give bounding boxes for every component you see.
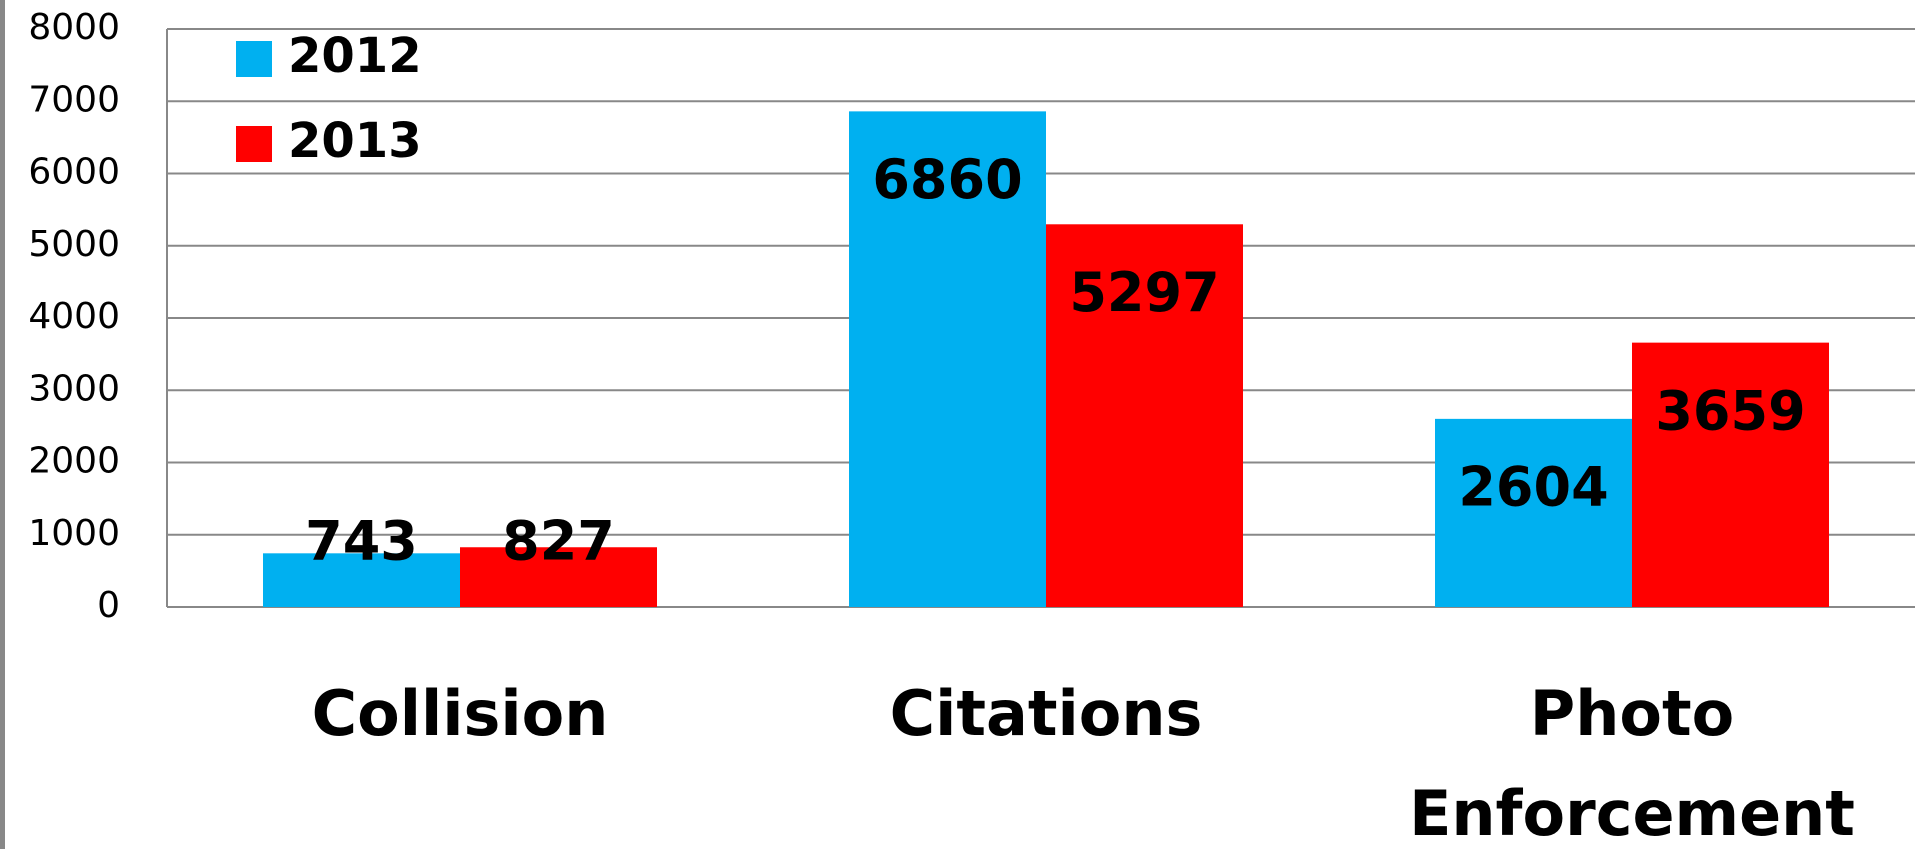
x-tick-label: Photo Enforcement [1409, 677, 1855, 849]
data-label: 5297 [1069, 261, 1219, 324]
legend-swatch [236, 126, 272, 162]
y-tick-label: 7000 [28, 79, 120, 120]
y-tick-label: 5000 [28, 224, 120, 265]
data-label: 827 [502, 510, 615, 573]
bar [263, 553, 460, 607]
left-border [0, 0, 5, 849]
bar [460, 547, 657, 607]
x-tick-label: Citations [890, 677, 1203, 750]
data-label: 6860 [872, 148, 1022, 211]
y-tick-label: 1000 [28, 513, 120, 554]
y-tick-label: 4000 [28, 296, 120, 337]
data-label: 3659 [1655, 379, 1805, 442]
data-label: 743 [305, 510, 418, 573]
legend-swatch [236, 41, 272, 77]
y-tick-label: 8000 [28, 7, 120, 48]
data-label: 2604 [1458, 456, 1608, 519]
y-tick-label: 6000 [28, 152, 120, 193]
bar [1046, 224, 1243, 607]
bar [1435, 418, 1632, 607]
y-tick-label: 2000 [28, 441, 120, 482]
legend-label: 2012 [288, 28, 422, 84]
bar [1632, 342, 1829, 607]
legend-label: 2013 [288, 113, 422, 169]
x-tick-label: Collision [312, 677, 609, 750]
y-tick-label: 3000 [28, 368, 120, 409]
y-tick-label: 0 [97, 585, 120, 626]
bar [849, 111, 1046, 608]
